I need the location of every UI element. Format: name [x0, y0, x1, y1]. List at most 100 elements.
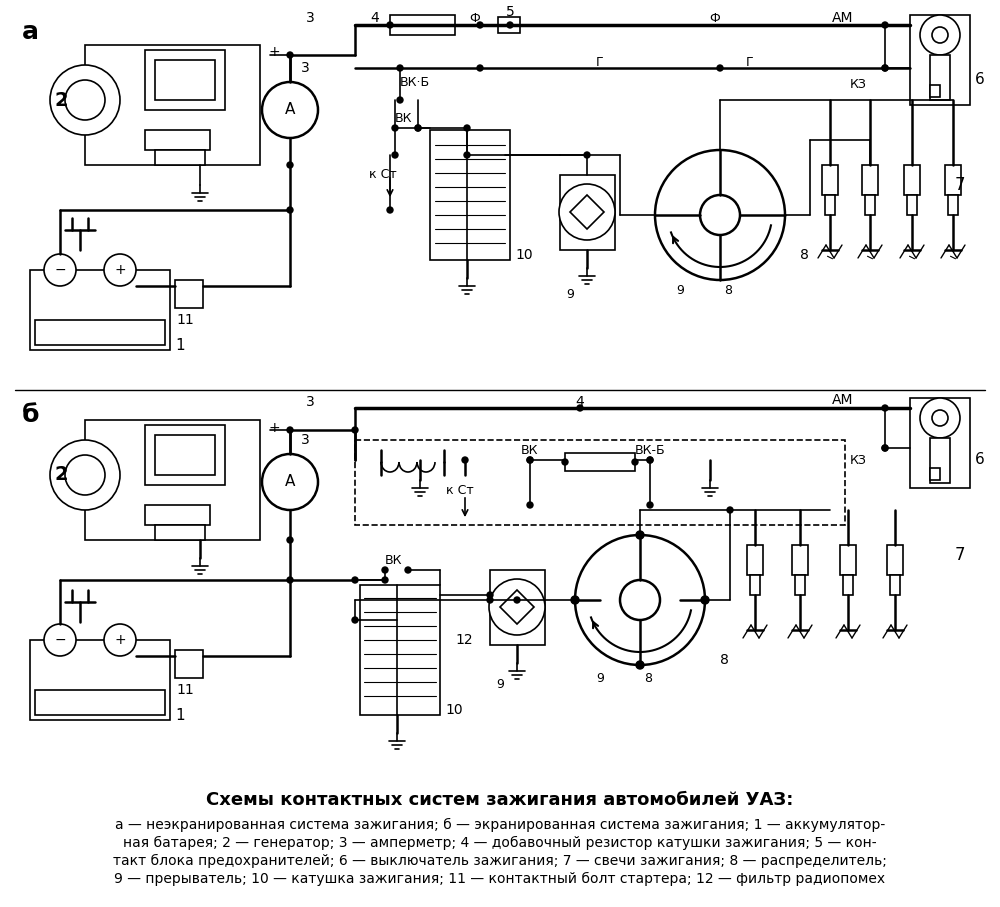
Circle shape [287, 52, 293, 58]
Circle shape [392, 125, 398, 131]
Text: 3: 3 [306, 395, 314, 409]
Bar [930, 55, 950, 100]
Bar [175, 280, 203, 308]
Bar [430, 130, 510, 260]
Text: 9: 9 [596, 671, 604, 685]
Circle shape [647, 502, 653, 508]
Circle shape [387, 207, 393, 213]
Bar [560, 175, 615, 250]
Text: 4: 4 [576, 395, 584, 409]
Circle shape [104, 624, 136, 656]
Text: 7: 7 [955, 546, 965, 564]
Text: 11: 11 [176, 313, 194, 327]
Text: A: A [285, 474, 295, 490]
Circle shape [477, 65, 483, 71]
Circle shape [507, 22, 513, 28]
Circle shape [487, 592, 493, 598]
Circle shape [65, 80, 105, 120]
Text: ВК-Б: ВК-Б [635, 444, 665, 456]
Text: 9: 9 [566, 288, 574, 301]
Circle shape [882, 22, 888, 28]
Text: 6: 6 [975, 453, 985, 467]
Text: 8: 8 [800, 248, 809, 262]
Text: 2: 2 [55, 91, 69, 110]
Circle shape [932, 27, 948, 43]
Circle shape [655, 150, 785, 280]
Text: Г: Г [596, 55, 604, 69]
Text: 8: 8 [644, 671, 652, 685]
Circle shape [287, 162, 293, 168]
Circle shape [920, 398, 960, 438]
Text: 3: 3 [301, 433, 309, 447]
Text: 9: 9 [676, 284, 684, 297]
Bar [85, 420, 260, 540]
Circle shape [527, 457, 533, 463]
Bar [865, 195, 875, 215]
Circle shape [700, 195, 740, 235]
Circle shape [387, 22, 393, 28]
Circle shape [487, 597, 493, 603]
Circle shape [44, 254, 76, 286]
Text: АМ: АМ [832, 393, 854, 407]
Circle shape [932, 410, 948, 426]
Bar [822, 165, 838, 195]
Text: 8: 8 [720, 653, 729, 667]
Bar [360, 585, 440, 715]
Circle shape [262, 454, 318, 510]
Circle shape [882, 65, 888, 71]
Circle shape [620, 580, 660, 620]
Circle shape [287, 537, 293, 543]
Circle shape [415, 125, 421, 131]
Text: 1: 1 [175, 707, 185, 723]
Bar [145, 130, 210, 150]
Circle shape [882, 445, 888, 451]
Bar [840, 545, 856, 575]
Bar [35, 690, 165, 715]
Circle shape [415, 125, 421, 131]
Circle shape [882, 405, 888, 411]
Circle shape [462, 457, 468, 463]
Circle shape [575, 535, 705, 665]
Text: а — неэкранированная система зажигания; б — экранированная система зажигания; 1 : а — неэкранированная система зажигания; … [115, 818, 885, 832]
Circle shape [647, 457, 653, 463]
Bar [355, 440, 845, 525]
Bar [498, 17, 520, 33]
Text: 3: 3 [306, 11, 314, 25]
Text: ВК: ВК [395, 112, 413, 124]
Circle shape [352, 427, 358, 433]
Bar [145, 50, 225, 110]
Text: 11: 11 [176, 683, 194, 697]
Circle shape [397, 97, 403, 103]
Bar [862, 165, 878, 195]
Bar [792, 545, 808, 575]
Circle shape [571, 596, 579, 604]
Text: Схемы контактных систем зажигания автомобилей УАЗ:: Схемы контактных систем зажигания автомо… [206, 791, 794, 809]
Text: 8: 8 [724, 284, 732, 297]
Bar [747, 545, 763, 575]
Circle shape [50, 65, 120, 135]
Circle shape [287, 207, 293, 213]
Bar [30, 270, 170, 350]
Circle shape [405, 567, 411, 573]
Text: Ф: Ф [710, 12, 720, 24]
Circle shape [397, 65, 403, 71]
Text: к Ст: к Ст [369, 169, 397, 181]
Circle shape [577, 405, 583, 411]
Circle shape [562, 459, 568, 465]
Circle shape [514, 597, 520, 603]
Text: +: + [268, 421, 280, 435]
Text: к Ст: к Ст [446, 483, 474, 496]
Circle shape [382, 577, 388, 583]
Text: ВК·Б: ВК·Б [400, 75, 430, 89]
Text: 7: 7 [955, 176, 965, 194]
Circle shape [65, 455, 105, 495]
Text: 2: 2 [55, 465, 69, 484]
Text: −: − [54, 263, 66, 277]
Circle shape [727, 507, 733, 513]
Polygon shape [570, 195, 604, 229]
Text: ная батарея; 2 — генератор; 3 — амперметр; 4 — добавочный резистор катушки зажиг: ная батарея; 2 — генератор; 3 — ампермет… [123, 836, 877, 850]
Circle shape [527, 502, 533, 508]
Circle shape [701, 596, 709, 604]
Bar [155, 60, 215, 100]
Circle shape [489, 579, 545, 635]
